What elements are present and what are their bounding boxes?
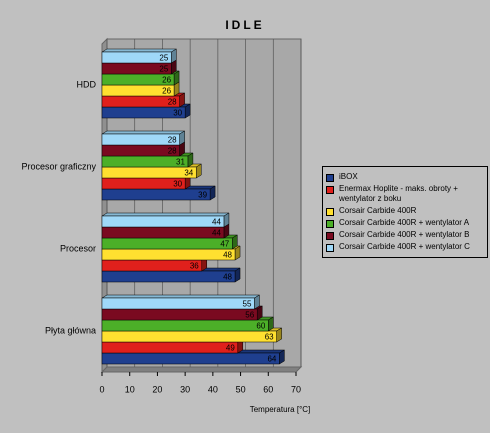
x-axis-title: Temperatura [°C] (250, 405, 311, 414)
value-label: 44 (212, 218, 221, 227)
bar-face (101, 259, 203, 272)
bar (101, 48, 178, 64)
plot-floor (100, 366, 303, 373)
legend-swatch (326, 186, 334, 194)
legend: iBOX Enermax Hoplite - maks. obroty + wen… (322, 166, 488, 258)
legend-label: Corsair Carbide 400R + wentylator C (339, 242, 470, 251)
value-label: 31 (176, 158, 185, 167)
x-tick-label: 20 (152, 384, 162, 394)
bar-face (101, 330, 277, 343)
bar (101, 130, 186, 146)
bar (101, 212, 230, 228)
bar-top (101, 294, 261, 299)
legend-swatch (326, 174, 334, 182)
legend-item: Corsair Carbide 400R (326, 206, 484, 216)
value-label: 30 (173, 109, 182, 118)
value-label: 25 (159, 54, 168, 63)
value-label: 26 (162, 76, 171, 85)
x-tick-label: 10 (125, 384, 135, 394)
y-tick-label: Płyta główna (45, 325, 96, 335)
bar-face (101, 297, 255, 310)
value-label: 28 (168, 136, 177, 145)
value-label: 36 (190, 262, 199, 271)
bar-top (101, 48, 178, 53)
bar-face (101, 352, 280, 365)
x-tick-label: 50 (236, 384, 246, 394)
bar-face (101, 133, 180, 146)
x-tick-label: 40 (208, 384, 218, 394)
value-label: 39 (198, 191, 207, 200)
value-label: 60 (256, 322, 265, 331)
x-tick-label: 60 (263, 384, 273, 394)
legend-swatch (326, 232, 334, 240)
value-label: 44 (212, 229, 221, 238)
bar-face (101, 237, 233, 250)
legend-label: iBOX (339, 172, 358, 181)
value-label: 64 (267, 355, 276, 364)
legend-item: Corsair Carbide 400R + wentylator A (326, 218, 484, 228)
value-label: 47 (220, 240, 229, 249)
value-label: 48 (223, 251, 232, 260)
chart-title: IDLE (225, 18, 264, 32)
value-label: 63 (265, 333, 274, 342)
bar-face (101, 51, 172, 64)
legend-item: Corsair Carbide 400R + wentylator B (326, 230, 484, 240)
y-tick-label: Procesor (60, 243, 96, 253)
bar-top (101, 130, 186, 135)
bar-face (101, 308, 258, 321)
y-tick-label: HDD (77, 79, 97, 89)
legend-swatch (326, 244, 334, 252)
legend-swatch (326, 208, 334, 216)
bar-top (101, 212, 230, 217)
bar-face (101, 226, 225, 239)
value-label: 30 (173, 180, 182, 189)
bar-face (101, 248, 236, 261)
x-tick-label: 0 (99, 384, 104, 394)
bar-face (101, 319, 269, 332)
legend-label: Corsair Carbide 400R + wentylator B (339, 230, 470, 239)
legend-item: iBOX (326, 172, 484, 182)
value-label: 25 (159, 65, 168, 74)
x-tick-label: 70 (291, 384, 301, 394)
bar-face (101, 270, 236, 283)
value-label: 55 (243, 300, 252, 309)
bar-face (101, 341, 239, 354)
value-label: 34 (184, 169, 193, 178)
legend-label: Enermax Hoplite - maks. obroty + wentyla… (339, 184, 458, 203)
bar-face (101, 215, 225, 228)
value-label: 48 (223, 273, 232, 282)
legend-item: Corsair Carbide 400R + wentylator C (326, 242, 484, 252)
legend-label: Corsair Carbide 400R + wentylator A (339, 218, 470, 227)
bar-face (101, 166, 197, 179)
value-label: 28 (168, 98, 177, 107)
bar (101, 294, 261, 310)
y-tick-label: Procesor graficzny (21, 161, 96, 171)
x-tick-label: 30 (180, 384, 190, 394)
bar-face (101, 188, 211, 201)
value-label: 56 (245, 311, 254, 320)
value-label: 26 (162, 87, 171, 96)
value-label: 28 (168, 147, 177, 156)
value-label: 49 (226, 344, 235, 353)
legend-label: Corsair Carbide 400R (339, 206, 417, 215)
legend-swatch (326, 220, 334, 228)
legend-item: Enermax Hoplite - maks. obroty + wentyla… (326, 184, 484, 204)
